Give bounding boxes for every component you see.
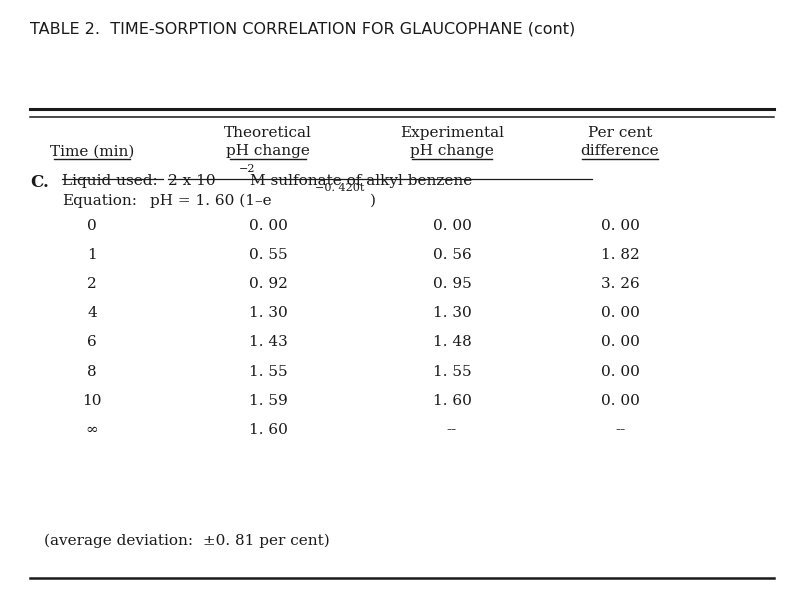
Text: ∞: ∞ <box>86 423 98 437</box>
Text: 1. 30: 1. 30 <box>433 306 471 320</box>
Text: 1. 48: 1. 48 <box>433 335 471 349</box>
Text: Per cent: Per cent <box>588 126 652 140</box>
Text: Experimental: Experimental <box>400 126 504 140</box>
Text: TABLE 2.  TIME-SORPTION CORRELATION FOR GLAUCOPHANE (cont): TABLE 2. TIME-SORPTION CORRELATION FOR G… <box>30 21 576 36</box>
Text: 1. 43: 1. 43 <box>249 335 287 349</box>
Text: 1. 30: 1. 30 <box>249 306 287 320</box>
Text: --: -- <box>615 423 625 437</box>
Text: 2 x 10: 2 x 10 <box>168 174 216 188</box>
Text: 0. 56: 0. 56 <box>433 248 471 262</box>
Text: 0. 00: 0. 00 <box>601 394 639 407</box>
Text: 0. 00: 0. 00 <box>601 335 639 349</box>
Text: 10: 10 <box>82 394 102 407</box>
Text: 1. 55: 1. 55 <box>433 364 471 379</box>
Text: 1. 82: 1. 82 <box>601 248 639 262</box>
Text: 0. 00: 0. 00 <box>601 364 639 379</box>
Text: 2: 2 <box>87 277 97 291</box>
Text: difference: difference <box>581 144 659 158</box>
Text: 4: 4 <box>87 306 97 320</box>
Text: 0. 00: 0. 00 <box>433 219 471 233</box>
Text: 1. 55: 1. 55 <box>249 364 287 379</box>
Text: (average deviation:  ±0. 81 per cent): (average deviation: ±0. 81 per cent) <box>44 534 330 548</box>
Text: 1. 59: 1. 59 <box>249 394 287 407</box>
Text: ): ) <box>370 194 376 207</box>
Text: pH change: pH change <box>410 144 494 158</box>
Text: 1. 60: 1. 60 <box>249 423 287 437</box>
Text: 3. 26: 3. 26 <box>601 277 639 291</box>
Text: 0. 55: 0. 55 <box>249 248 287 262</box>
Text: −0. 420t: −0. 420t <box>315 183 365 194</box>
Text: Time (min): Time (min) <box>50 144 134 158</box>
Text: 1. 60: 1. 60 <box>433 394 471 407</box>
Text: 0. 00: 0. 00 <box>601 306 639 320</box>
Text: 8: 8 <box>87 364 97 379</box>
Text: --: -- <box>447 423 457 437</box>
Text: 0. 00: 0. 00 <box>249 219 287 233</box>
Text: M sulfonate of alkyl benzene: M sulfonate of alkyl benzene <box>250 174 473 188</box>
Text: pH = 1. 60 (1–e: pH = 1. 60 (1–e <box>150 194 272 208</box>
Text: 0. 00: 0. 00 <box>601 219 639 233</box>
Text: Theoretical: Theoretical <box>224 126 312 140</box>
Text: Liquid used:: Liquid used: <box>62 174 158 188</box>
Text: −2: −2 <box>238 164 255 174</box>
Text: C.: C. <box>30 174 50 191</box>
Text: 0: 0 <box>87 219 97 233</box>
Text: 1: 1 <box>87 248 97 262</box>
Text: 6: 6 <box>87 335 97 349</box>
Text: 0. 95: 0. 95 <box>433 277 471 291</box>
Text: 0. 92: 0. 92 <box>249 277 287 291</box>
Text: Equation:: Equation: <box>62 194 138 207</box>
Text: pH change: pH change <box>226 144 310 158</box>
